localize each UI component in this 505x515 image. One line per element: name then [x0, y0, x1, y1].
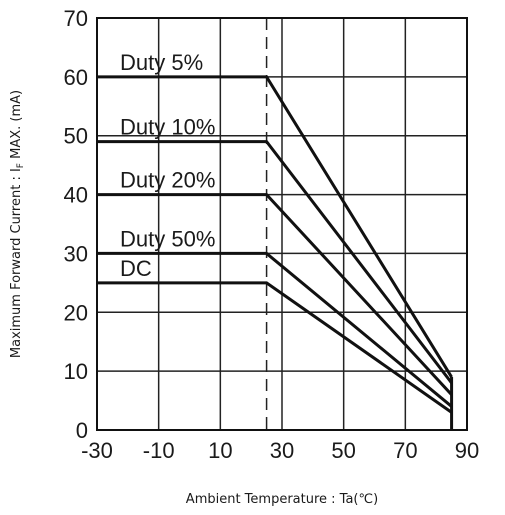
grid [97, 18, 467, 430]
y-axis-label-subscript: F [16, 163, 26, 168]
series-label: DC [120, 256, 152, 281]
y-tick-label: 10 [64, 359, 88, 384]
series-line [97, 75, 453, 378]
series-label: Duty 5% [120, 50, 203, 75]
series-label: Duty 10% [120, 115, 215, 140]
y-tick-label: 30 [64, 241, 88, 266]
series-line [97, 193, 453, 396]
y-tick-label: 60 [64, 65, 88, 90]
x-tick-label: 50 [331, 438, 355, 463]
y-axis-label: Maximum Forward Current : IF MAX. (mA) [9, 90, 26, 358]
x-tick-label: -10 [143, 438, 175, 463]
x-tick-label: 70 [393, 438, 417, 463]
y-tick-label: 20 [64, 300, 88, 325]
x-tick-label: 90 [455, 438, 479, 463]
plot-frame [96, 17, 468, 431]
series-label: Duty 50% [120, 226, 215, 251]
x-tick-label: 30 [270, 438, 294, 463]
series-line [97, 140, 453, 384]
series-lines [97, 75, 454, 430]
y-axis-label-main: Maximum Forward Current : I [9, 168, 24, 358]
x-tick-label: -30 [81, 438, 113, 463]
x-axis-label: Ambient Temperature : Ta(℃) [186, 492, 378, 507]
series-line [97, 251, 453, 408]
y-tick-label: 40 [64, 183, 88, 208]
y-tick-labels: 0 10 20 30 40 50 60 70 [64, 6, 88, 443]
y-axis-label-tail: MAX. (mA) [9, 90, 24, 163]
x-tick-labels: -30 -10 10 30 50 70 90 [81, 438, 479, 463]
y-tick-label: 50 [64, 124, 88, 149]
series-label: Duty 20% [120, 168, 215, 193]
y-tick-label: 0 [76, 418, 88, 443]
series-line [97, 281, 453, 414]
x-tick-label: 10 [208, 438, 232, 463]
series-labels: Duty 5% Duty 10% Duty 20% Duty 50% DC [120, 50, 215, 281]
y-tick-label: 70 [64, 6, 88, 31]
